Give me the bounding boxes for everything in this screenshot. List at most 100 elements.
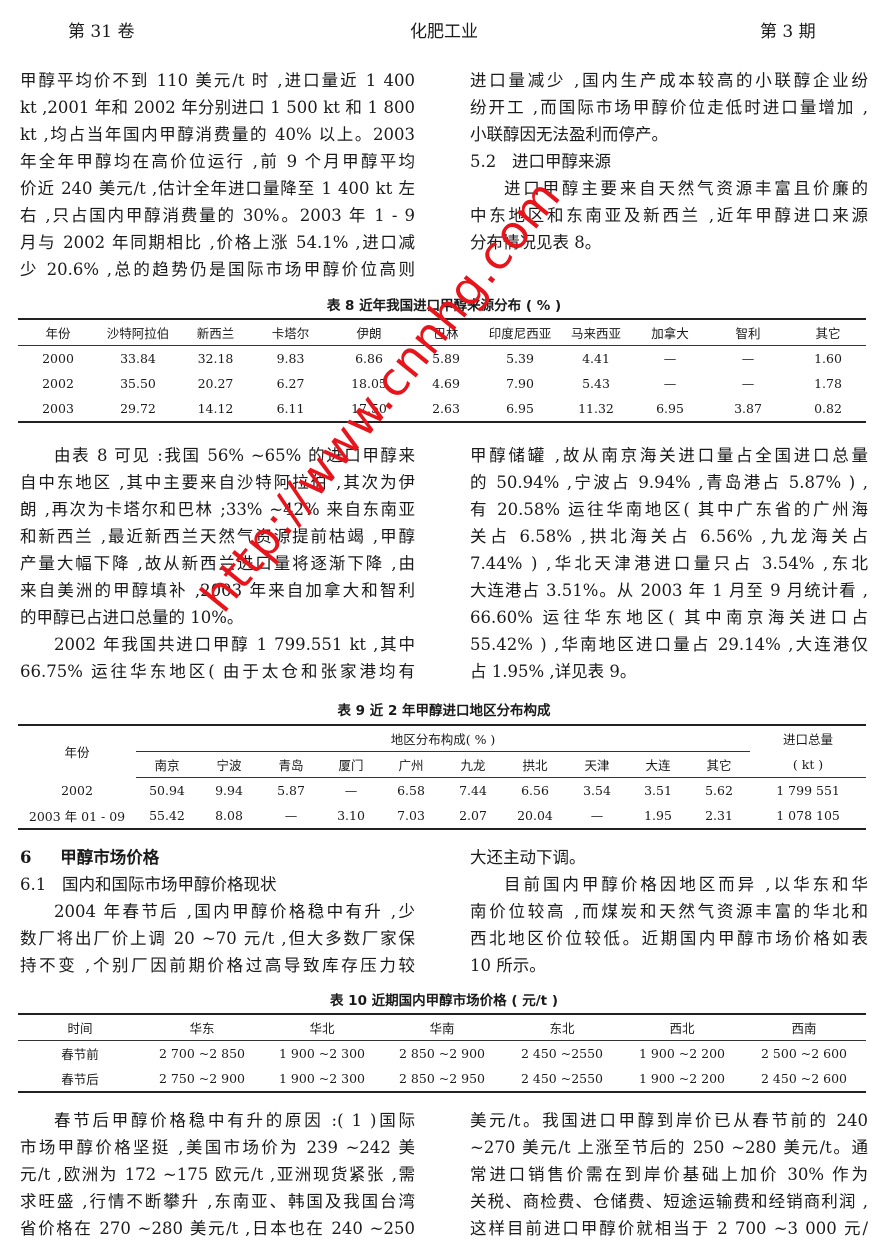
table10-cell: 2 750 ~2 900 (158, 1071, 246, 1086)
table10-cell: 2 850 ~2 950 (398, 1071, 486, 1086)
table8-header-cell: 新西兰 (178, 319, 253, 346)
table9-total-header: 进口总量 (783, 732, 834, 748)
table8-header-cell: 印度尼西亚 (482, 319, 558, 346)
journal-title: 化肥工业 (410, 22, 478, 42)
table8-header-cell: 智利 (706, 319, 790, 346)
table10-row: 春节前 2 700 ~2 850 1 900 ~2 300 2 850 ~2 900 2… (18, 1041, 866, 1067)
table8-cell: — (741, 376, 755, 391)
table8-cell: — (663, 376, 677, 391)
text-line: 和新西兰 ,最近新西兰天然气资源提前枯竭 ,甲醇 (20, 527, 415, 546)
table10-header-cell: 华南 (382, 1014, 502, 1041)
table10-header-row: 时间 华东 华北 华南 东北 西北 西南 (18, 1014, 866, 1041)
band-0-right-column: 进口量减少 ,国内生产成本较高的小联醇企业纷 纷开工 ,而国际市场甲醇价位走低时进… (470, 67, 868, 256)
table9-region-header: 厦门 (322, 751, 380, 778)
table8-header-cell: 年份 (18, 319, 98, 346)
table9-cell: 2.07 (459, 808, 487, 823)
table10-header-cell: 时间 (18, 1014, 142, 1041)
table10-header-cell: 华东 (142, 1014, 262, 1041)
table8-cell: 9.83 (276, 351, 305, 366)
table10-cell: 2 700 ~2 850 (158, 1046, 246, 1061)
table8-cell: 18.05 (351, 376, 387, 391)
text-line: 产量大幅下降 ,故从新西兰进口量将逐渐下降 ,由 (20, 554, 415, 573)
text-line: 市场甲醇价格坚挺 ,美国市场价为 239 ~242 美 (20, 1138, 415, 1157)
subsection-heading: 6.1 国内和国际市场甲醇价格现状 (20, 875, 277, 894)
band-3-right-column: 美元/t。我国进口甲醇到岸价已从春节前的 240 ~270 美元/t 上涨至节后的… (470, 1107, 868, 1242)
table10-header-cell: 西北 (622, 1014, 742, 1041)
table8-row: 2002 35.50 20.27 6.27 18.05 4.69 7.90 5.43 — — 1.7… (18, 371, 866, 396)
table10-cell: 2 450 ~2 600 (760, 1071, 848, 1086)
text-line: 分布情况见表 8。 (470, 233, 602, 252)
table10-cell: 春节前 (61, 1047, 99, 1062)
table9-cell: 50.94 (149, 783, 185, 798)
table10-cell: 1 900 ~2 200 (638, 1046, 726, 1061)
table10-row: 春节后 2 750 ~2 900 1 900 ~2 300 2 850 ~2 950 2… (18, 1066, 866, 1092)
band-3-left-column: 春节后甲醇价格稳中有升的原因 :( 1 )国际 市场甲醇价格坚挺 ,美国市场价为 … (20, 1107, 415, 1242)
table8-cell: — (663, 351, 677, 366)
table8-cell: 6.95 (506, 401, 534, 416)
table9-caption: 表 9 近 2 年甲醇进口地区分布构成 (337, 703, 551, 719)
table8-cell: 1.78 (814, 376, 842, 391)
table9-cell: 5.87 (277, 783, 305, 798)
issue-label: 第 3 期 (760, 22, 816, 42)
table9-region-header: 青岛 (260, 751, 322, 778)
text-line: 关税、商检费、仓储费、短途运输费和经销商利润 , (470, 1192, 868, 1211)
text-line: 元/t ,欧洲为 172 ~175 欧元/t ,亚洲现货紧张 ,需 (20, 1165, 415, 1184)
table9-group-header: 地区分布构成( % ) (136, 725, 751, 752)
text-line: 有 20.58% 运往华南地区( 其中广东省的广州海 (470, 500, 868, 519)
table9-cell: 7.03 (397, 808, 425, 823)
band-0-left-column: 甲醇平均价不到 110 美元/t 时 ,进口量近 1 400 kt ,2001 年… (20, 67, 415, 283)
table8-cell: 20.27 (197, 376, 234, 391)
table8-cell: 14.12 (197, 401, 234, 416)
table8-header-cell: 加拿大 (634, 319, 706, 346)
text-line: 大还主动下调。 (470, 848, 586, 867)
table8-cell: 4.69 (432, 376, 460, 391)
table9-cell: 1 799 551 (776, 783, 840, 798)
text-line: 7.44% ) ,华北天津港进口量只占 3.54% ,东北 (470, 554, 868, 573)
table9-cell: 3.54 (583, 783, 611, 798)
table9-cell: 9.94 (215, 783, 243, 798)
table8-header-cell: 巴林 (410, 319, 482, 346)
text-line: kt ,均占当年国内甲醇消费量的 40% 以上。2003 (20, 125, 415, 144)
table9-cell: 6.56 (521, 783, 549, 798)
table10-caption: 表 10 近期国内甲醇市场价格 ( 元/t ) (329, 993, 558, 1009)
table8-cell: 29.72 (120, 401, 156, 416)
table8: 年份 沙特阿拉伯 新西兰 卡塔尔 伊朗 巴林 印度尼西亚 马来西亚 加拿大 智利 其它 2000 33.… (18, 318, 866, 423)
table10-cell: 1 900 ~2 300 (278, 1071, 366, 1086)
text-line: 年全年甲醇均在高价位运行 ,前 9 个月甲醇平均 (20, 152, 415, 171)
table8-cell: 5.89 (432, 351, 460, 366)
text-line: 常进口销售价需在到岸价基础上加价 30% 作为 (470, 1165, 868, 1184)
text-line: 66.75% 运往华东地区( 由于太仓和张家港均有 (20, 662, 415, 681)
table8-cell: 2002 (42, 376, 74, 391)
table8-cell: 5.39 (506, 351, 534, 366)
table9-cell: 8.08 (215, 808, 243, 823)
table9-region-header: 广州 (380, 751, 442, 778)
table10-cell: 2 450 ~2550 (520, 1046, 604, 1061)
text-line: 2004 年春节后 ,国内甲醇价格稳中有升 ,少 (54, 902, 415, 921)
table8-cell: 2003 (42, 401, 74, 416)
table9-cell: 2003 年 01 - 09 (28, 809, 126, 824)
table9-region-header: 九龙 (442, 751, 504, 778)
table9-region-header: 天津 (566, 751, 628, 778)
table8-cell: 1.60 (814, 351, 842, 366)
table8-header-cell: 马来西亚 (558, 319, 634, 346)
table9-cell: 20.04 (517, 808, 553, 823)
table8-header-cell: 沙特阿拉伯 (98, 319, 178, 346)
table10-cell: 春节后 (61, 1072, 99, 1087)
text-line: 关占 6.58% ,拱北海关占 6.56% ,九龙海关占 (470, 527, 868, 546)
table8-cell: 5.43 (582, 376, 610, 391)
table10-cell: 1 900 ~2 300 (278, 1046, 366, 1061)
table9-total-unit: ( kt ) (750, 751, 867, 778)
text-line: 西北地区价位较低。近期国内甲醇市场价格如表 (470, 929, 868, 948)
table9-region-header: 大连 (628, 751, 688, 778)
table8-cell: 6.86 (355, 351, 383, 366)
table8-cell: 0.82 (814, 401, 842, 416)
text-line: 66.60% 运往华东地区( 其中南京海关进口占 (470, 608, 868, 627)
text-line: 进口甲醇主要来自天然气资源丰富且价廉的 (504, 179, 868, 198)
table10-header-cell: 华北 (262, 1014, 382, 1041)
table9: 年份 地区分布构成( % ) 进口总量 南京 宁波 青岛 厦门 广州 九龙 拱北 天津 大连 其它… (18, 724, 867, 830)
table9-row: 2003 年 01 - 09 55.42 8.08 — 3.10 7.03 2.07 20.0… (18, 803, 866, 829)
table9-region-header: 南京 (136, 751, 198, 778)
table10: 时间 华东 华北 华南 东北 西北 西南春节前 2 700 ~2 850 1 900 ~2 30… (18, 1013, 866, 1093)
text-line: 这样目前进口甲醇价就相当于 2 700 ~3 000 元/ (470, 1219, 868, 1238)
text-line: 进口量减少 ,国内生产成本较高的小联醇企业纷 (470, 71, 868, 90)
